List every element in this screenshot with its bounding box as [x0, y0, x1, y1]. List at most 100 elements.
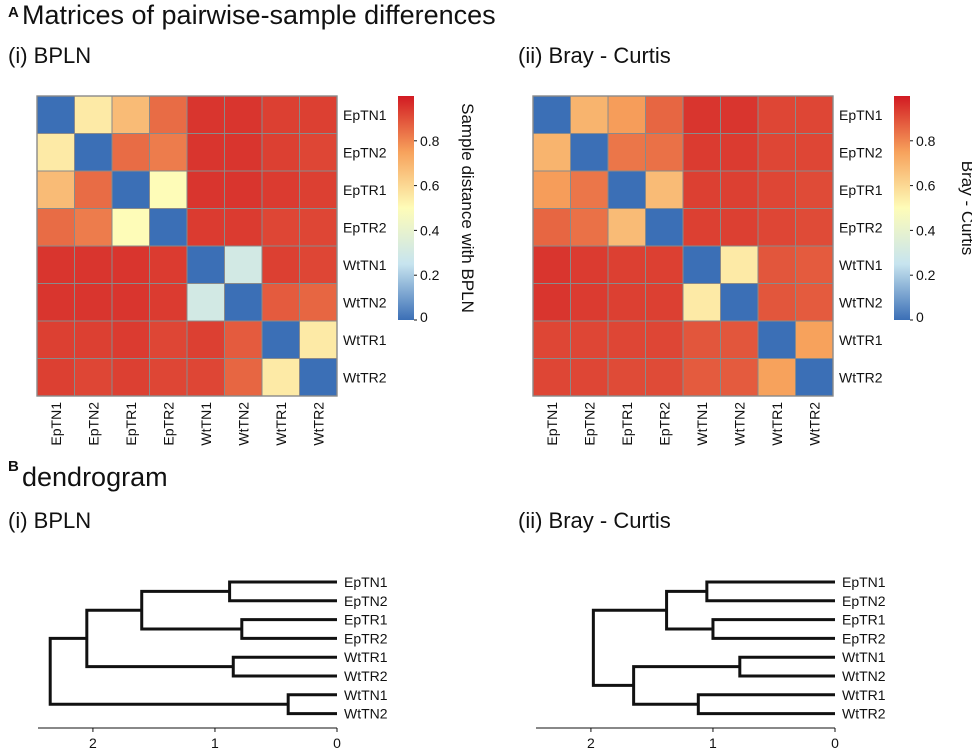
leaf-label: WtTR2: [344, 668, 388, 684]
row-label: EpTR1: [343, 182, 387, 198]
colorbar-tick-label: 0: [420, 309, 428, 325]
colorbar-tick-label: 0.2: [420, 267, 440, 283]
column-label: WtTR2: [310, 402, 326, 446]
heatmap-cell-EpTN2-WtTN2: [720, 133, 759, 172]
column-label: WtTN1: [198, 402, 214, 446]
heatmap-cell-EpTN2-EpTN1: [36, 133, 75, 172]
heatmap-cell-WtTN1-EpTR1: [111, 245, 150, 284]
dendrogram-link-1: [705, 580, 835, 603]
colorbar-tick-label: 0.2: [916, 267, 936, 283]
heatmap-cell-EpTR1-EpTN2: [74, 170, 113, 209]
dendrogram-link-6: [632, 665, 740, 706]
heatmap-cell-EpTR2-EpTN2: [74, 208, 113, 247]
heatmap-cell-WtTR1-EpTN1: [532, 320, 571, 359]
heatmap-cell-WtTN2-EpTN2: [570, 283, 609, 322]
heatmap-cell-WtTR1-WtTR2: [795, 320, 834, 359]
dendrogram-link-4: [696, 693, 835, 716]
heatmap-cell-EpTN1-WtTR2: [795, 95, 834, 134]
row-label: WtTN1: [343, 257, 387, 273]
heatmap-cell-EpTR1-EpTR1: [607, 170, 646, 209]
heatmap-cell-WtTN1-EpTR2: [149, 245, 188, 284]
column-label: WtTN2: [235, 402, 251, 446]
dendrogram-link-7: [591, 608, 667, 687]
heatmap-cell-WtTN2-WtTN1: [682, 283, 721, 322]
leaf-label: EpTR1: [344, 612, 388, 628]
heatmap-cell-EpTR2-WtTN1: [186, 208, 225, 247]
row-label: WtTR2: [343, 369, 387, 385]
colorbar-tick-label: 0.8: [420, 133, 440, 149]
heatmap-border: [532, 95, 834, 397]
leaf-label: EpTN2: [842, 593, 886, 609]
heatmap-cell-WtTN1-WtTN1: [186, 245, 225, 284]
heatmap-cell-EpTR2-WtTR2: [795, 208, 834, 247]
panel-a-title: Matrices of pairwise-sample differences: [22, 0, 496, 30]
heatmap-cell-EpTR2-EpTN1: [36, 208, 75, 247]
heatmap-cell-WtTN2-EpTR2: [149, 283, 188, 322]
heatmap-cell-WtTR1-EpTR2: [645, 320, 684, 359]
heatmap-cell-EpTN1-WtTR2: [299, 95, 338, 134]
heatmap-cell-EpTR1-WtTR2: [795, 170, 834, 209]
dendrogram-link-4: [286, 693, 337, 716]
heatmap-cell-WtTR2-EpTR2: [149, 358, 188, 397]
dendrogram-link-5: [665, 589, 713, 631]
heatmap-cell-WtTN2-EpTN1: [36, 283, 75, 322]
heatmap-cell-WtTR1-WtTN1: [186, 320, 225, 359]
heatmap-cell-WtTR1-EpTN2: [74, 320, 113, 359]
x-tick-label: 0: [333, 735, 341, 751]
colorbar: [894, 96, 910, 320]
dendrogram-link-6: [85, 608, 234, 669]
heatmap-cell-WtTN2-WtTR2: [795, 283, 834, 322]
heatmap-cell-WtTN1-WtTR2: [299, 245, 338, 284]
x-tick-label: 0: [831, 735, 839, 751]
heatmap-cell-WtTR1-WtTN1: [682, 320, 721, 359]
heatmap-cell-EpTR2-EpTR1: [111, 208, 150, 247]
column-label: EpTR2: [160, 402, 176, 446]
dendrogram-link-5: [140, 589, 242, 631]
leaf-label: WtTN2: [344, 706, 388, 722]
heatmap-cell-EpTR1-WtTN1: [186, 170, 225, 209]
row-label: EpTN1: [343, 107, 387, 123]
heatmap-cell-WtTR1-WtTR2: [299, 320, 338, 359]
dendrogram-link-7: [48, 636, 289, 706]
heatmap-cell-WtTN1-EpTN1: [532, 245, 571, 284]
heatmap-cell-WtTR2-EpTN1: [532, 358, 571, 397]
heatmap-cell-WtTN2-WtTR2: [299, 283, 338, 322]
heatmap-cell-WtTR1-EpTN2: [570, 320, 609, 359]
heatmap-bpln: EpTN1 EpTN2 EpTR1 EpTR2 WtTN1 WtTN2 WtTR1 WtTR2…: [36, 95, 477, 446]
heatmap-cell-WtTR2-WtTN1: [682, 358, 721, 397]
heatmap-cell-EpTR1-EpTR2: [645, 170, 684, 209]
heatmap-cell-WtTR1-WtTN2: [224, 320, 263, 359]
column-label: EpTR1: [123, 402, 139, 446]
heatmap-cell-EpTN2-WtTR2: [795, 133, 834, 172]
column-label: EpTN1: [48, 402, 64, 446]
column-label: EpTN1: [544, 402, 560, 446]
heatmap-border: [36, 95, 338, 397]
heatmap-cell-WtTN1-WtTR1: [757, 245, 796, 284]
heatmap-cell-EpTN1-EpTN2: [570, 95, 609, 134]
dendrogram-bpln-title: (i) BPLN: [8, 508, 92, 533]
heatmap-cell-EpTR2-WtTR2: [299, 208, 338, 247]
heatmap-cell-EpTR2-WtTR1: [757, 208, 796, 247]
heatmap-cell-EpTN1-WtTN2: [224, 95, 263, 134]
heatmap-cell-EpTN1-WtTN1: [682, 95, 721, 134]
heatmap-cell-WtTR2-WtTR2: [299, 358, 338, 397]
heatmap-cell-EpTR2-WtTN1: [682, 208, 721, 247]
dendrogram-bray-curtis: EpTN1 EpTN2 EpTR1 EpTR2 WtTN1 WtTN2 WtTR1 WtTR2…: [536, 574, 886, 751]
heatmap-cell-EpTN2-WtTN2: [224, 133, 263, 172]
heatmap-cell-WtTN1-EpTN1: [36, 245, 75, 284]
panel-b-title: dendrogram: [22, 462, 168, 492]
heatmap-cell-EpTN2-EpTR1: [607, 133, 646, 172]
heatmap-cell-EpTN2-WtTR2: [299, 133, 338, 172]
heatmap-cell-EpTN1-WtTR1: [261, 95, 300, 134]
heatmap-cell-EpTN2-EpTR2: [645, 133, 684, 172]
dendrogram-link-1: [228, 580, 337, 603]
row-label: EpTR2: [343, 219, 387, 235]
heatmap-cell-WtTN2-WtTN2: [720, 283, 759, 322]
heatmap-bray-title: (ii) Bray - Curtis: [518, 43, 671, 68]
colorbar-tick-label: 0: [916, 309, 924, 325]
column-label: WtTR1: [769, 402, 785, 446]
heatmap-cell-EpTN2-WtTN1: [682, 133, 721, 172]
heatmap-cell-WtTN1-EpTN2: [570, 245, 609, 284]
heatmap-cell-WtTR2-WtTN1: [186, 358, 225, 397]
